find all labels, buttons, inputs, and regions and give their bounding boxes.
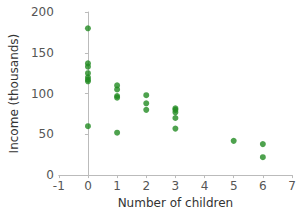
svg-text:4: 4 <box>201 179 209 193</box>
svg-text:100: 100 <box>31 87 54 101</box>
svg-text:6: 6 <box>259 179 267 193</box>
svg-text:0: 0 <box>84 179 92 193</box>
svg-text:7: 7 <box>288 179 296 193</box>
svg-text:-1: -1 <box>53 179 65 193</box>
svg-text:Income (thousands): Income (thousands) <box>7 34 21 154</box>
svg-text:50: 50 <box>39 127 54 141</box>
svg-text:3: 3 <box>172 179 180 193</box>
svg-text:Number of children: Number of children <box>118 196 234 210</box>
svg-text:0: 0 <box>46 168 54 183</box>
svg-text:2: 2 <box>142 179 150 193</box>
svg-text:150: 150 <box>31 46 54 60</box>
svg-text:5: 5 <box>230 179 238 193</box>
svg-text:1: 1 <box>113 179 121 193</box>
svg-text:200: 200 <box>31 5 54 19</box>
